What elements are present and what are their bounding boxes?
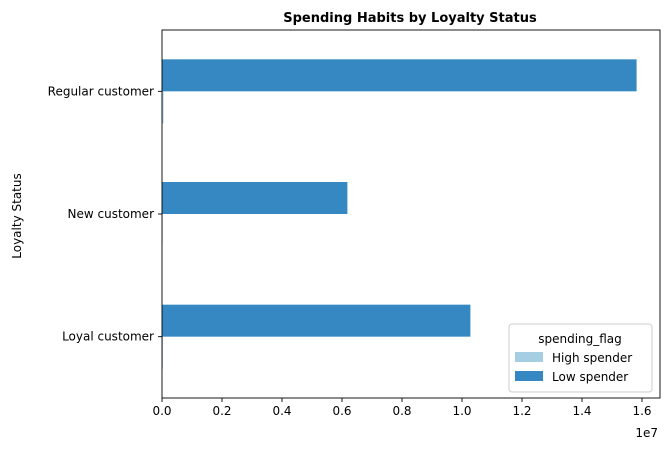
x-offset-label: 1e7 [635,426,658,440]
y-tick-label: Loyal customer [62,330,154,344]
plot-area: 0.0 0.2 0.4 0.6 0.8 1.0 1.2 1.4 1.6 Loyal custome… [48,29,661,418]
bar-low-spender-new-customer [162,182,348,214]
y-tick-label: New customer [68,207,155,221]
bar-low-spender-regular-customer [162,59,637,92]
legend: spending_flag High spender Low spender [508,323,653,393]
bar-low-spender-loyal-customer [162,304,471,337]
x-tick-label: 1.0 [452,404,471,418]
x-tick-label: 1.6 [632,404,651,418]
y-axis-label: Loyalty Status [10,173,24,258]
legend-label: Low spender [552,370,628,384]
x-tick-label: 0.0 [152,404,171,418]
x-tick-label: 0.6 [332,404,351,418]
legend-frame [508,323,653,393]
legend-label: High spender [552,351,632,365]
x-tick-label: 1.4 [572,404,591,418]
legend-swatch [515,352,543,362]
x-tick-label: 0.8 [392,404,411,418]
legend-swatch [515,371,543,381]
y-tick-label: Regular customer [48,84,154,98]
x-tick-label: 0.2 [212,404,231,418]
bar-high-spender-regular-customer [162,91,164,124]
x-tick-label: 1.2 [512,404,531,418]
chart-title: Spending Habits by Loyalty Status [283,11,537,26]
legend-title: spending_flag [538,332,622,346]
x-tick-label: 0.4 [272,404,291,418]
